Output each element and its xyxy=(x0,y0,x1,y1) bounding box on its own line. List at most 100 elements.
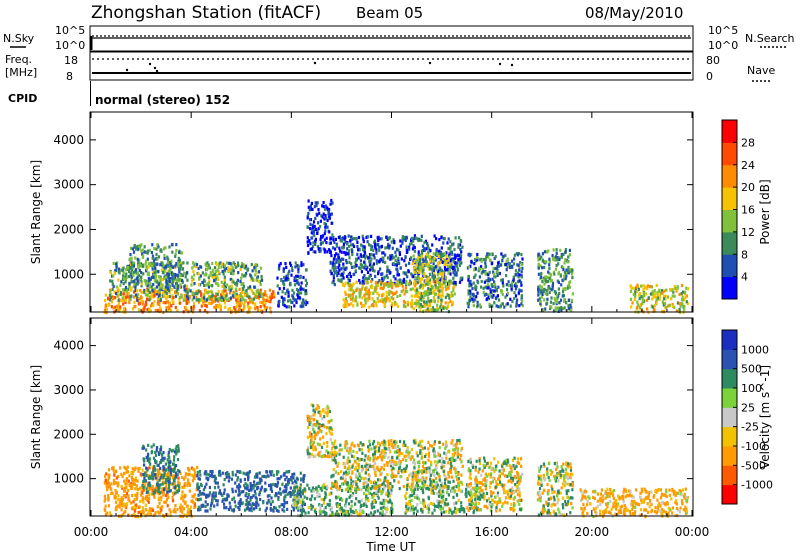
power-cell xyxy=(310,201,313,205)
power-cell xyxy=(307,251,310,255)
power-cell xyxy=(194,292,197,296)
velocity-cell xyxy=(188,473,191,477)
power-cell xyxy=(233,306,236,310)
power-cell xyxy=(165,291,168,295)
power-cell xyxy=(429,278,432,282)
power-cell xyxy=(319,247,322,251)
power-cell xyxy=(170,271,173,275)
velocity-cell xyxy=(214,491,217,495)
power-cell xyxy=(437,288,440,292)
power-cell xyxy=(368,296,371,300)
power-cell xyxy=(388,289,391,293)
velocity-cell xyxy=(205,476,208,480)
power-cell xyxy=(223,264,226,268)
velocity-cell xyxy=(297,506,300,510)
power-cell xyxy=(343,250,346,255)
velocity-cell xyxy=(257,481,260,485)
power-cell xyxy=(397,273,401,277)
velocity-cell xyxy=(373,500,376,504)
power-cell xyxy=(398,261,401,266)
power-cell xyxy=(154,276,157,280)
velocity-cell xyxy=(193,493,196,497)
power-cell xyxy=(170,279,173,283)
power-cell xyxy=(231,278,234,282)
power-cell xyxy=(150,251,153,255)
velocity-cell xyxy=(142,488,145,492)
power-cell xyxy=(552,302,555,306)
velocity-cell xyxy=(123,479,126,483)
velocity-cell xyxy=(386,494,390,498)
velocity-cell xyxy=(247,492,250,497)
power-cell xyxy=(506,261,509,265)
y-tick-label: 2000 xyxy=(53,222,84,236)
power-cell xyxy=(381,280,384,284)
velocity-cell xyxy=(104,478,107,482)
power-cell xyxy=(497,305,500,309)
velocity-cell xyxy=(313,435,316,439)
power-cell xyxy=(633,298,636,302)
power-cell xyxy=(250,262,253,267)
power-cell xyxy=(438,238,441,242)
velocity-cell xyxy=(166,471,169,475)
velocity-cell xyxy=(209,507,212,511)
velocity-cell xyxy=(252,486,255,490)
power-cell xyxy=(396,247,399,251)
velocity-cell xyxy=(303,487,306,491)
velocity-cell xyxy=(149,486,152,491)
power-cell xyxy=(417,300,420,304)
power-cell xyxy=(238,304,241,308)
power-cell xyxy=(211,300,214,304)
velocity-cell xyxy=(184,472,187,476)
power-cell xyxy=(322,201,325,205)
velocity-cell xyxy=(334,459,337,463)
power-cell xyxy=(223,280,226,284)
velocity-cell xyxy=(148,466,151,470)
velocity-cell xyxy=(327,420,331,424)
velocity-cell xyxy=(233,508,236,512)
power-cell xyxy=(114,305,117,309)
power-cell xyxy=(418,296,421,300)
power-cell xyxy=(268,288,271,292)
power-cell xyxy=(140,271,143,275)
power-cell xyxy=(178,250,181,254)
power-cell xyxy=(392,255,395,259)
velocity-cell xyxy=(351,494,354,498)
power-cell xyxy=(324,207,327,211)
power-cell xyxy=(518,266,521,270)
power-cell xyxy=(179,301,182,305)
power-cell xyxy=(219,308,222,312)
velocity-cell xyxy=(162,493,165,497)
power-cell xyxy=(354,299,357,303)
velocity-cell xyxy=(133,509,137,513)
power-cell xyxy=(110,300,113,304)
power-cell xyxy=(426,241,429,245)
power-cell xyxy=(555,293,559,297)
power-cell xyxy=(146,280,150,284)
velocity-cell xyxy=(199,482,203,486)
velocity-cell xyxy=(265,475,268,479)
velocity-cell xyxy=(103,499,106,503)
velocity-cell xyxy=(355,475,358,479)
power-cell xyxy=(150,304,153,308)
power-cell xyxy=(171,298,174,302)
velocity-cell xyxy=(108,473,111,477)
power-cell xyxy=(292,295,295,299)
power-cell xyxy=(435,250,438,254)
power-cell xyxy=(321,235,324,239)
power-cell xyxy=(558,307,561,311)
power-cell xyxy=(645,298,649,302)
power-cell xyxy=(129,262,132,266)
velocity-cell xyxy=(176,507,179,511)
velocity-cell xyxy=(403,454,406,458)
velocity-cell xyxy=(142,486,145,490)
velocity-cell xyxy=(224,472,227,476)
velocity-cell xyxy=(123,503,127,507)
velocity-cell xyxy=(304,490,307,494)
power-cell xyxy=(416,294,419,298)
velocity-cell xyxy=(175,471,178,475)
velocity-cell xyxy=(168,477,171,481)
power-cell xyxy=(426,292,429,296)
power-cell xyxy=(423,302,426,306)
velocity-cell xyxy=(137,467,140,471)
power-cell xyxy=(444,276,448,280)
